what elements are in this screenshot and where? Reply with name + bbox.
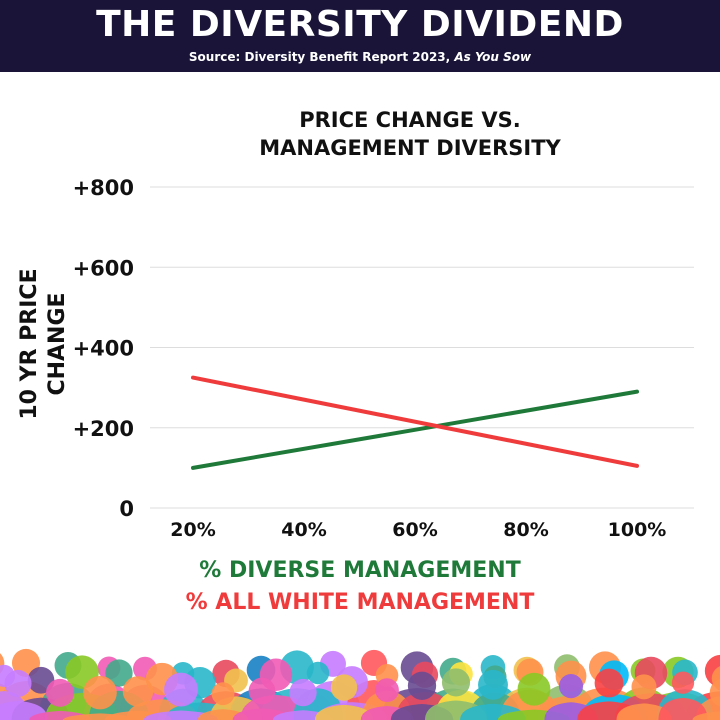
legend-diverse-management: % DIVERSE MANAGEMENT xyxy=(199,558,521,583)
series-line-all-white-management xyxy=(191,375,639,468)
person-silhouette xyxy=(616,674,672,720)
y-tick-label: +400 xyxy=(73,337,134,361)
x-tick-labels: 20% 40% 60% 80% 100% xyxy=(170,519,666,541)
y-tick-labels: 0 +200 +400 +600 +800 xyxy=(73,176,134,521)
source-line: Source: Diversity Benefit Report 2023, A… xyxy=(0,50,720,64)
page-title: THE DIVERSITY DIVIDEND xyxy=(96,4,624,45)
x-tick-label: 20% xyxy=(170,519,215,541)
source-text: Source: Diversity Benefit Report 2023, xyxy=(188,50,455,64)
x-tick-label: 80% xyxy=(503,519,548,541)
person-silhouette xyxy=(658,671,708,720)
y-tick-label: +800 xyxy=(73,176,134,200)
person-silhouette xyxy=(692,679,720,720)
series-line-diverse-management xyxy=(191,389,639,470)
header-banner: THE DIVERSITY DIVIDEND Source: Diversity… xyxy=(0,0,720,72)
chart-title: PRICE CHANGE VS. MANAGEMENT DIVERSITY xyxy=(160,106,660,162)
series-layer xyxy=(191,375,639,470)
x-tick-label: 40% xyxy=(281,519,326,541)
chart-title-line-1: PRICE CHANGE VS. xyxy=(299,108,521,132)
crowd-silhouettes-decoration xyxy=(0,648,720,720)
line-chart: 0 +200 +400 +600 +800 20% 40% 60% 80% 100% xyxy=(73,176,694,541)
x-tick-label: 60% xyxy=(392,519,437,541)
y-tick-label: +600 xyxy=(73,256,134,280)
x-tick-label: 100% xyxy=(608,519,667,541)
legend-all-white-management: % ALL WHITE MANAGEMENT xyxy=(185,590,535,615)
y-tick-label: +200 xyxy=(73,417,134,441)
chart-title-line-2: MANAGEMENT DIVERSITY xyxy=(259,136,561,160)
y-tick-label: 0 xyxy=(119,497,134,521)
person-silhouette xyxy=(314,674,374,720)
source-publisher: As You Sow xyxy=(454,50,532,64)
